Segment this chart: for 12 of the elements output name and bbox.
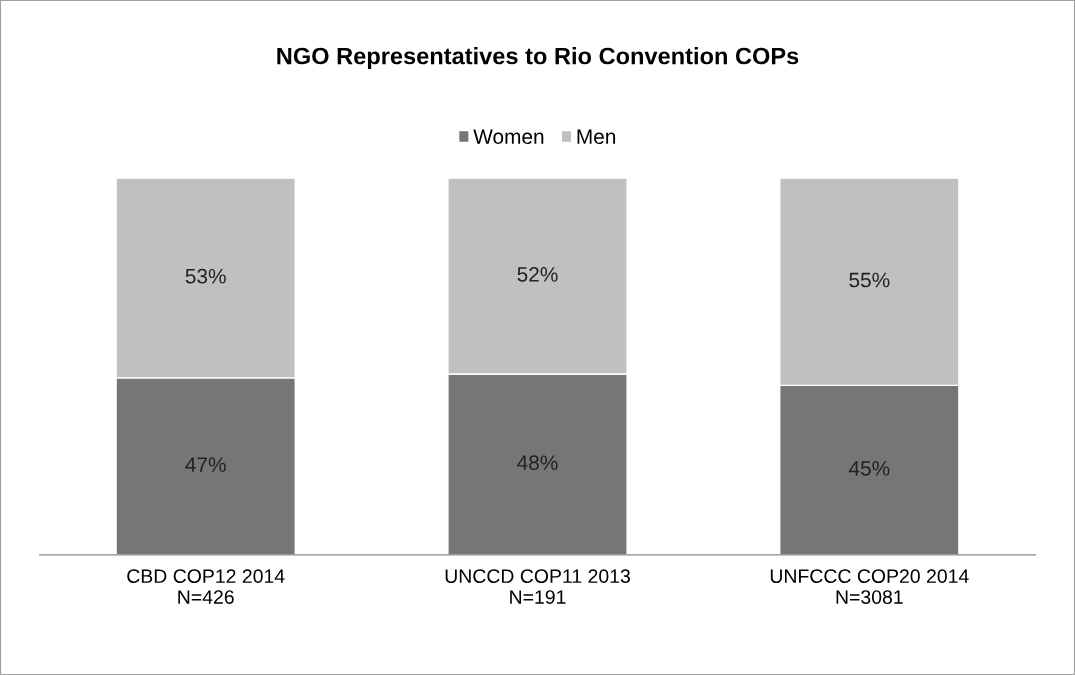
chart-title: NGO Representatives to Rio Convention COPs	[277, 47, 799, 70]
data-label: 47%	[185, 457, 226, 472]
data-label: 48%	[517, 455, 558, 471]
data-label: 53%	[185, 268, 226, 284]
data-label: 55%	[849, 272, 890, 288]
legend-label: Men	[577, 129, 616, 145]
data-label: 45%	[848, 461, 890, 476]
x-tick-label: UNCCD COP11 2013 N=191	[445, 569, 630, 604]
legend-label: Women	[473, 129, 544, 145]
x-tick-label: CBD COP12 2014 N=426	[127, 569, 285, 604]
x-tick-label: UNFCCC COP20 2014 N=3081	[770, 569, 969, 604]
data-label: 52%	[517, 266, 558, 282]
